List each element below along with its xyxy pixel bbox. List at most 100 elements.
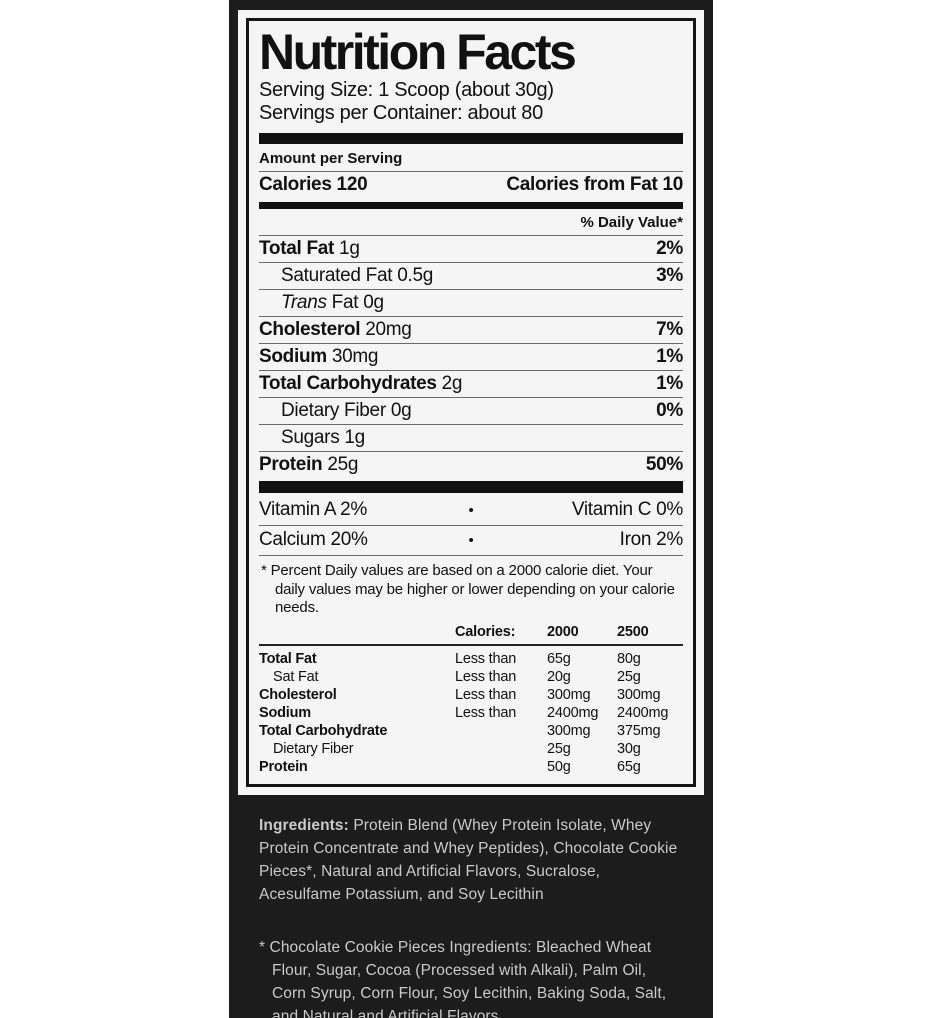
calcium-value: Calcium 20% — [259, 529, 368, 550]
table-cell: Total Fat — [259, 650, 317, 667]
nutrient-amount: 25g — [327, 454, 359, 475]
nutrient-name: Total Fat 1g — [259, 238, 360, 259]
table-cell: Less than — [455, 668, 517, 685]
nutrient-name: Sodium 30mg — [259, 346, 379, 367]
reference-table: Calories: 2000 2500 Total Fat Less than … — [259, 623, 683, 776]
nutrient-row-total-carbohydrates: Total Carbohydrates 2g 1% — [259, 371, 683, 397]
bullet-separator: • — [468, 531, 474, 549]
vitamin-a-value: Vitamin A 2% — [259, 499, 368, 520]
nutrient-amount: 20mg — [365, 319, 412, 340]
separator-bar-thick — [259, 481, 683, 493]
nutrient-amount: 1g — [339, 238, 360, 259]
table-cell: 20g — [547, 668, 571, 685]
nutrition-facts-panel: Nutrition Facts Serving Size: 1 Scoop (a… — [238, 10, 704, 795]
nutrient-name: Total Carbohydrates 2g — [259, 373, 463, 394]
table-cell: 30g — [617, 740, 641, 757]
nutrient-amount: 0g — [390, 400, 412, 421]
ingredients-label: Ingredients: — [259, 816, 349, 834]
bullet-separator: • — [468, 501, 474, 519]
hairline — [259, 424, 683, 425]
table-header-2500: 2500 — [617, 623, 649, 640]
nutrient-amount: 30mg — [331, 346, 379, 367]
nutrient-row-sugars: Sugars 1g — [259, 425, 683, 451]
table-cell: Protein — [259, 758, 308, 775]
ingredients-area: Ingredients: Protein Blend (Whey Protein… — [229, 814, 713, 1018]
table-cell: 25g — [617, 668, 641, 685]
cookie-ingredients-note: * Chocolate Cookie Pieces Ingredients: B… — [259, 938, 667, 1018]
nutrient-name: Cholesterol 20mg — [259, 319, 412, 340]
table-cell — [455, 722, 547, 740]
nutrient-name: Protein 25g — [259, 454, 359, 475]
ingredients-paragraph: Ingredients: Protein Blend (Whey Protein… — [259, 814, 683, 906]
table-cell: Dietary Fiber — [273, 740, 354, 757]
calories-from-fat-label: Calories from Fat 10 — [506, 174, 683, 195]
daily-value-percent: 0% — [656, 400, 683, 421]
table-cell: 300mg — [547, 722, 591, 739]
nutrient-name: Trans Fat 0g — [281, 292, 384, 313]
calories-row: Calories 120 Calories from Fat 10 — [259, 172, 683, 200]
nutrient-row-dietary-fiber: Dietary Fiber 0g 0% — [259, 398, 683, 424]
hairline — [259, 171, 683, 172]
table-cell: 375mg — [617, 722, 661, 739]
nutrient-row-saturated-fat: Saturated Fat 0.5g 3% — [259, 263, 683, 289]
table-cell: 65g — [547, 650, 571, 667]
servings-per-container-line: Servings per Container: about 80 — [259, 102, 543, 124]
hairline — [259, 370, 683, 371]
table-header-empty — [259, 623, 455, 641]
nutrient-amount: 1g — [344, 427, 365, 448]
hairline — [259, 555, 683, 556]
table-cell: Sat Fat — [273, 668, 319, 685]
table-cell: 2400mg — [547, 704, 599, 721]
hairline — [259, 451, 683, 452]
hairline — [259, 262, 683, 263]
table-cell — [455, 740, 547, 758]
nutrient-row-protein: Protein 25g 50% — [259, 452, 683, 478]
nutrient-row-sodium: Sodium 30mg 1% — [259, 344, 683, 370]
amount-per-serving-label: Amount per Serving — [259, 150, 403, 167]
nutrient-amount: 0.5g — [397, 265, 433, 286]
table-cell: 65g — [617, 758, 641, 775]
table-cell: Less than — [455, 686, 517, 703]
vitamins-row-2: Calcium 20% • Iron 2% — [259, 526, 683, 555]
vitamins-row-1: Vitamin A 2% • Vitamin C 0% — [259, 496, 683, 525]
table-cell: 2400mg — [617, 704, 669, 721]
iron-value: Iron 2% — [619, 529, 684, 550]
ingredients-text: Protein Blend (Whey Protein Isolate, Whe… — [259, 816, 678, 903]
table-cell: Cholesterol — [259, 686, 337, 703]
product-label-background: Nutrition Facts Serving Size: 1 Scoop (a… — [229, 0, 713, 1018]
table-cell: Total Carbohydrate — [259, 722, 388, 739]
table-cell: 300mg — [617, 686, 661, 703]
table-cell: 300mg — [547, 686, 591, 703]
table-header-rule — [259, 643, 683, 646]
vitamin-c-value: Vitamin C 0% — [571, 499, 683, 520]
hairline — [259, 289, 683, 290]
separator-bar-medium — [259, 202, 683, 209]
daily-value-footnote: * Percent Daily values are based on a 20… — [261, 562, 675, 616]
hairline — [259, 235, 683, 236]
hairline — [259, 316, 683, 317]
nutrient-name: Sugars 1g — [281, 427, 365, 448]
daily-value-percent: 1% — [656, 373, 683, 394]
table-cell: Less than — [455, 704, 517, 721]
table-cell — [455, 758, 547, 776]
nutrient-amount: 0g — [363, 292, 384, 313]
nutrition-facts-title: Nutrition Facts — [259, 24, 577, 80]
table-header-calories: Calories: — [455, 623, 516, 640]
hairline — [259, 397, 683, 398]
daily-value-header: % Daily Value* — [580, 214, 683, 231]
daily-value-percent: 50% — [645, 454, 683, 475]
daily-value-percent: 2% — [656, 238, 683, 259]
serving-size-line: Serving Size: 1 Scoop (about 30g) — [259, 79, 554, 101]
calories-label: Calories 120 — [259, 174, 368, 195]
hairline — [259, 343, 683, 344]
hairline — [259, 525, 683, 526]
table-cell: Sodium — [259, 704, 311, 721]
table-header-2000: 2000 — [547, 623, 579, 640]
daily-value-percent: 7% — [656, 319, 683, 340]
nutrient-amount: 2g — [441, 373, 463, 394]
table-cell: Less than — [455, 650, 517, 667]
nutrition-facts-border-box: Nutrition Facts Serving Size: 1 Scoop (a… — [246, 18, 696, 787]
separator-bar-thick — [259, 133, 683, 144]
nutrient-row-trans-fat: Trans Fat 0g — [259, 290, 683, 316]
